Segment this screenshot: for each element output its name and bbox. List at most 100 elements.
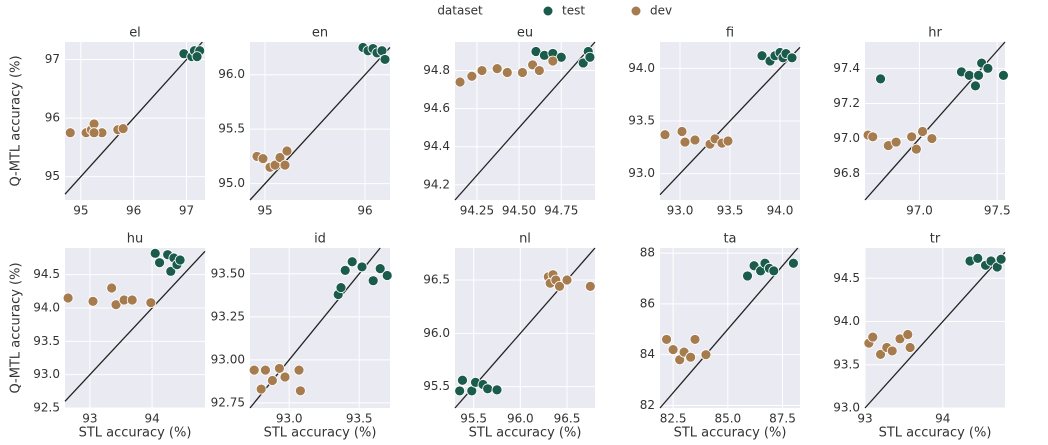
point: [982, 62, 994, 74]
point: [659, 129, 671, 141]
point: [274, 152, 286, 163]
y-axis-label: Q-MTL accuracy (%): [9, 262, 24, 393]
point: [346, 256, 358, 268]
panel-title: fi: [726, 26, 734, 41]
point: [910, 143, 922, 155]
x-tick-label: 97: [179, 204, 194, 218]
point: [875, 348, 886, 360]
point: [491, 384, 503, 396]
point: [584, 280, 596, 292]
y-tick-label: 95: [45, 169, 60, 183]
y-tick-label: 93.5: [833, 357, 860, 371]
point: [906, 131, 918, 143]
diagonal: [659, 46, 801, 196]
y-tick-label: 94.0: [33, 301, 60, 315]
point: [339, 264, 351, 276]
point: [998, 69, 1009, 81]
x-tick-label: 94.50: [502, 204, 536, 218]
panel-title: id: [314, 232, 326, 247]
y-tick-label: 84: [640, 347, 655, 361]
point: [700, 349, 712, 361]
point: [875, 73, 886, 85]
point: [890, 136, 902, 148]
x-tick-label: 94.75: [544, 204, 578, 218]
y-tick-label: 95.5: [423, 379, 450, 393]
point: [335, 282, 347, 293]
point: [106, 282, 118, 294]
diagonal: [64, 41, 203, 195]
point: [62, 292, 74, 304]
point: [554, 280, 565, 292]
y-tick-label: 92.75: [211, 395, 245, 409]
y-tick-label: 97.2: [833, 96, 860, 110]
point: [266, 375, 278, 386]
x-tick-label: 94: [935, 412, 950, 426]
point: [281, 145, 293, 157]
x-tick-label: 82.5: [660, 412, 687, 426]
x-tick-label: 94.0: [767, 204, 794, 218]
y-tick-label: 94.5: [33, 267, 60, 281]
x-tick-label: 93.0: [276, 412, 303, 426]
y-tick-label: 82: [640, 398, 655, 412]
point: [255, 383, 267, 395]
point: [917, 126, 928, 137]
point: [174, 254, 186, 266]
point: [679, 136, 691, 148]
point: [689, 134, 701, 146]
y-tick-label: 93.5: [33, 334, 60, 348]
point: [501, 67, 513, 78]
y-tick-label: 94.8: [423, 63, 450, 77]
point: [973, 69, 984, 81]
y-tick-label: 94.4: [423, 139, 450, 153]
point: [886, 345, 898, 357]
legend-label: dev: [650, 4, 672, 18]
point: [788, 257, 799, 269]
y-tick-label: 96.5: [423, 273, 450, 287]
y-tick-label: 96.8: [833, 166, 860, 180]
point: [786, 52, 798, 64]
y-tick-label: 95.0: [218, 176, 245, 190]
point: [926, 133, 938, 144]
point: [742, 270, 753, 282]
point: [279, 371, 291, 383]
y-tick-label: 93.0: [628, 166, 655, 180]
point: [110, 299, 122, 311]
y-tick-label: 86: [640, 296, 655, 310]
x-tick-label: 87.5: [769, 412, 796, 426]
x-tick-label: 94.25: [460, 204, 494, 218]
point: [87, 295, 99, 307]
point: [466, 70, 478, 82]
panel-title: nl: [519, 232, 531, 247]
panel-title: eu: [517, 26, 533, 41]
x-tick-label: 96.5: [554, 412, 581, 426]
point: [356, 261, 368, 273]
plot-background: [65, 248, 205, 408]
point: [88, 127, 100, 139]
point: [491, 63, 503, 75]
x-axis-label: STL accuracy (%): [264, 426, 377, 441]
x-tick-label: 95.5: [460, 412, 487, 426]
y-tick-label: 94.0: [833, 314, 860, 328]
point: [902, 329, 914, 340]
panel-title: hu: [127, 232, 143, 247]
y-tick-label: 96.0: [218, 67, 245, 81]
point: [561, 274, 573, 286]
point: [547, 55, 559, 67]
point: [970, 80, 981, 92]
panel-title: ta: [723, 232, 736, 247]
point: [867, 131, 879, 143]
point: [867, 331, 879, 343]
point: [257, 153, 269, 164]
point: [259, 364, 271, 376]
diagonal: [64, 250, 206, 402]
point: [117, 123, 129, 135]
x-axis-label: STL accuracy (%): [674, 426, 787, 441]
point: [457, 374, 468, 386]
panel-title: el: [129, 26, 141, 41]
x-tick-label: 96: [357, 204, 372, 218]
point: [293, 364, 305, 376]
y-tick-label: 93.0: [33, 367, 60, 381]
point: [273, 363, 285, 374]
legend-title: dataset: [437, 4, 483, 18]
